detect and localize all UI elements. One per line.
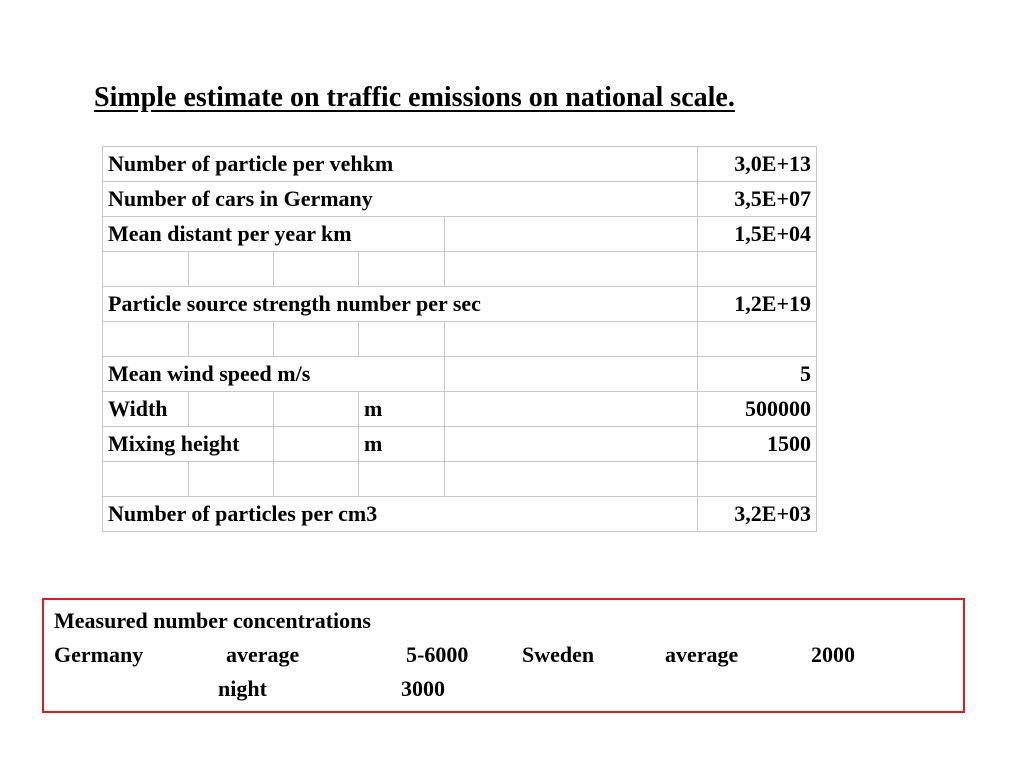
row-value: 3,2E+03	[697, 496, 817, 532]
empty-cell	[697, 321, 817, 357]
night-value: 3000	[401, 676, 445, 701]
table-row	[102, 251, 817, 287]
table-row: Particle source strength number per sec …	[102, 286, 817, 322]
row-label: Number of particles per cm3	[102, 496, 698, 532]
table-row: Number of particles per cm3 3,2E+03	[102, 496, 817, 532]
measured-heading: Measured number concentrations	[54, 608, 371, 633]
table-row: Number of cars in Germany 3,5E+07	[102, 181, 817, 217]
night-label: night	[218, 676, 267, 701]
empty-cell	[273, 321, 359, 357]
row-value: 3,5E+07	[697, 181, 817, 217]
empty-cell	[273, 461, 359, 497]
germany-average-value: 5-6000	[406, 642, 469, 667]
sweden-label: Sweden	[522, 642, 595, 667]
empty-cell	[444, 461, 698, 497]
empty-cell	[697, 251, 817, 287]
table-row	[102, 321, 817, 357]
table-row: Width m 500000	[102, 391, 817, 427]
empty-cell	[273, 391, 359, 427]
empty-cell	[188, 251, 274, 287]
row-label: Width	[102, 391, 189, 427]
sweden-average-label: average	[665, 642, 739, 667]
estimate-table: Number of particle per vehkm 3,0E+13 Num…	[102, 146, 817, 532]
row-label: Particle source strength number per sec	[102, 286, 698, 322]
row-label: Mixing height	[102, 426, 274, 462]
table-row: Mean wind speed m/s 5	[102, 356, 817, 392]
table-row: Number of particle per vehkm 3,0E+13	[102, 146, 817, 182]
table-row	[102, 461, 817, 497]
empty-cell	[444, 216, 698, 252]
row-value: 500000	[697, 391, 817, 427]
row-value: 1,5E+04	[697, 216, 817, 252]
table-row: Mean distant per year km 1,5E+04	[102, 216, 817, 252]
table-row: Mixing height m 1500	[102, 426, 817, 462]
empty-cell	[102, 321, 189, 357]
empty-cell	[188, 321, 274, 357]
empty-cell	[444, 321, 698, 357]
empty-cell	[358, 461, 445, 497]
empty-cell	[273, 426, 359, 462]
empty-cell	[697, 461, 817, 497]
row-label: Number of particle per vehkm	[102, 146, 698, 182]
empty-cell	[273, 251, 359, 287]
empty-cell	[188, 461, 274, 497]
row-unit: m	[358, 426, 445, 462]
row-unit: m	[358, 391, 445, 427]
empty-cell	[444, 391, 698, 427]
empty-cell	[188, 391, 274, 427]
row-value: 1,2E+19	[697, 286, 817, 322]
row-label: Mean wind speed m/s	[102, 356, 445, 392]
row-value: 5	[697, 356, 817, 392]
empty-cell	[102, 251, 189, 287]
empty-cell	[102, 461, 189, 497]
row-value: 1500	[697, 426, 817, 462]
empty-cell	[358, 321, 445, 357]
row-label: Mean distant per year km	[102, 216, 445, 252]
germany-label: Germany	[54, 642, 144, 667]
empty-cell	[444, 426, 698, 462]
germany-average-label: average	[226, 642, 300, 667]
empty-cell	[444, 251, 698, 287]
sweden-average-value: 2000	[811, 642, 855, 667]
slide-title: Simple estimate on traffic emissions on …	[94, 82, 735, 113]
row-label: Number of cars in Germany	[102, 181, 698, 217]
empty-cell	[444, 356, 698, 392]
empty-cell	[358, 251, 445, 287]
row-value: 3,0E+13	[697, 146, 817, 182]
measured-concentrations-box: Measured number concentrations Germany a…	[42, 598, 965, 713]
